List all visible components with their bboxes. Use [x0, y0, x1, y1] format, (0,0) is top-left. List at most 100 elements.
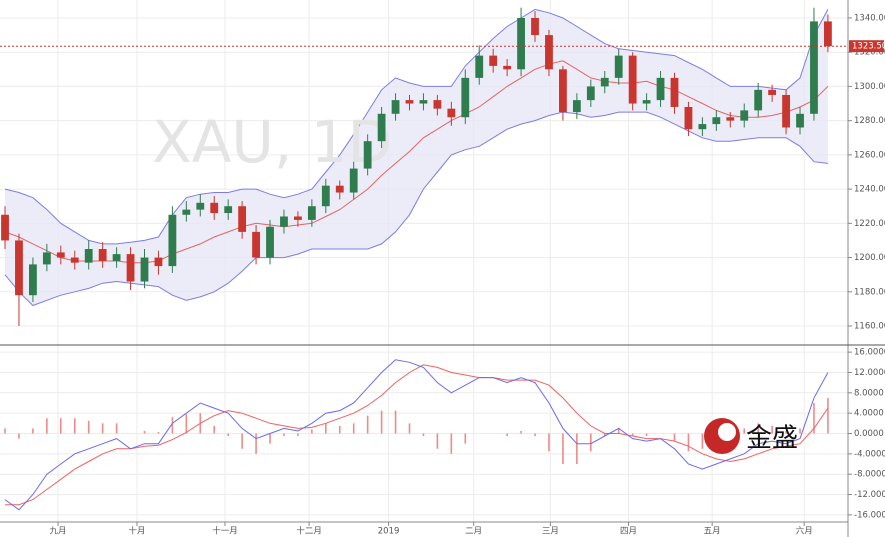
histogram-bar	[101, 423, 104, 434]
histogram-bar	[171, 417, 174, 434]
candle-body	[628, 55, 637, 104]
histogram-bar	[227, 433, 229, 437]
histogram-bar	[450, 433, 453, 454]
candle-body	[545, 35, 553, 70]
candle-body	[84, 248, 93, 263]
candle-body	[238, 206, 247, 232]
candle-body	[210, 202, 219, 214]
histogram-bar	[645, 433, 648, 437]
histogram-bar	[422, 433, 425, 437]
candle-body	[349, 168, 358, 193]
histogram-bar	[464, 433, 467, 444]
histogram-bar	[46, 418, 48, 434]
candle-body	[419, 100, 428, 104]
histogram-bar	[394, 410, 397, 434]
x-tick-label: 十一月	[212, 526, 238, 537]
y-tick-label: -8.0000	[854, 470, 885, 480]
candle-body	[782, 94, 790, 128]
histogram-bar	[143, 430, 146, 434]
candle-body	[154, 257, 163, 267]
y-tick-label: 1320.00	[854, 48, 885, 58]
candle-body	[15, 240, 23, 296]
candle-body	[447, 108, 456, 118]
histogram-bar	[576, 433, 578, 465]
macd-line	[4, 359, 829, 511]
candle-body	[824, 21, 832, 47]
y-tick-label: 1340.00	[854, 13, 885, 23]
histogram-bar	[813, 402, 815, 434]
candle-body	[740, 110, 749, 121]
candle-body	[517, 17, 525, 70]
histogram-bar	[325, 423, 327, 434]
lower-band	[4, 111, 828, 307]
histogram-bar	[827, 397, 829, 434]
y-tick-label: 1160.00	[854, 322, 885, 332]
y-tick-label: 1180.00	[854, 287, 885, 297]
y-tick-label: -4.0000	[854, 449, 885, 459]
histogram-bar	[687, 433, 690, 452]
candle-body	[196, 202, 205, 210]
candle-body	[70, 257, 79, 263]
candle-body	[531, 17, 539, 36]
histogram-bar	[18, 433, 20, 439]
y-tick-label: 8.0000	[854, 388, 884, 398]
candle-body	[391, 100, 400, 114]
x-tick-label: 五月	[704, 527, 721, 537]
histogram-bar	[352, 423, 355, 434]
histogram-bar	[590, 433, 592, 452]
histogram-bar	[534, 433, 536, 437]
histogram-bar	[338, 425, 341, 434]
candle-body	[29, 264, 37, 296]
logo-icon-inner	[718, 423, 736, 441]
candle-body	[503, 65, 512, 70]
y-tick-label: 1260.00	[854, 150, 885, 160]
histogram-bar	[701, 433, 704, 449]
candle-body	[252, 231, 260, 258]
histogram-bar	[562, 433, 564, 465]
candle-body	[280, 216, 288, 227]
watermark: XAU, 1D	[152, 108, 392, 176]
histogram-bar	[548, 433, 550, 452]
candle-body	[433, 100, 442, 109]
histogram-bar	[757, 423, 759, 434]
candle-body	[614, 55, 623, 78]
x-tick-label: 十二月	[296, 526, 322, 537]
last-price-box	[849, 40, 884, 53]
candle-body	[377, 113, 386, 142]
histogram-bar	[799, 428, 801, 434]
candle-body	[321, 185, 330, 207]
histogram-bar	[213, 425, 216, 434]
candle-body	[112, 254, 121, 261]
histogram-bar	[185, 414, 188, 434]
histogram-bar	[115, 423, 118, 434]
candle-body	[768, 89, 777, 95]
y-tick-label: 1200.00	[854, 253, 885, 263]
y-tick-label: 4.0000	[854, 409, 884, 419]
histogram-bar	[283, 433, 285, 437]
candle-body	[796, 113, 804, 128]
candle-body	[712, 117, 721, 125]
histogram-bar	[785, 430, 787, 434]
candle-body	[335, 185, 344, 193]
candle-body	[307, 206, 316, 220]
x-tick-label: 三月	[542, 527, 559, 537]
x-tick-label: 九月	[50, 527, 67, 537]
histogram-bar	[60, 418, 62, 434]
candle-body	[586, 86, 595, 101]
histogram-bar	[771, 425, 773, 434]
histogram-bar	[241, 433, 243, 449]
histogram-bar	[4, 428, 6, 434]
y-tick-label: 1300.00	[854, 82, 885, 92]
y-tick-label: 1280.00	[854, 116, 885, 126]
histogram-bar	[269, 433, 271, 444]
y-tick-label: -12.0000	[854, 490, 885, 500]
y-tick-label: 1220.00	[854, 219, 885, 229]
candle-body	[642, 100, 651, 104]
candle-body	[810, 21, 818, 114]
candle-body	[266, 226, 274, 258]
signal-line	[5, 364, 829, 506]
candle-body	[461, 77, 470, 118]
upper-band	[4, 8, 829, 245]
candle-body	[42, 252, 51, 265]
